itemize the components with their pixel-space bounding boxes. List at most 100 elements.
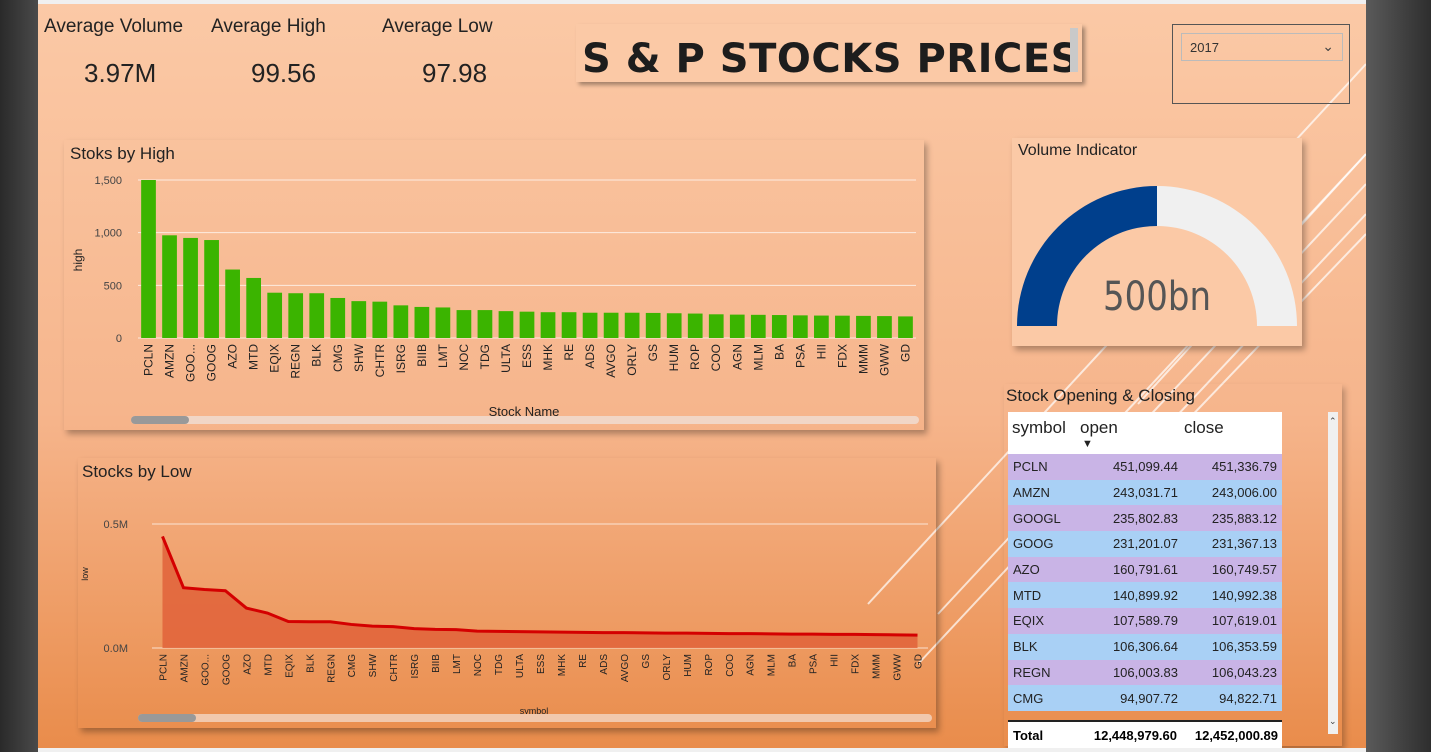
scroll-down-icon[interactable]: ⌄ [1329,716,1337,726]
year-dropdown-value: 2017 [1190,40,1219,55]
year-dropdown[interactable]: 2017 ⌄ [1181,33,1343,61]
cell-symbol: REGN [1008,659,1085,686]
low-xtick-label: ISRG [410,654,421,679]
col-header-close[interactable]: close [1184,418,1224,437]
kpi-avg-low-value: 97.98 [422,58,488,88]
low-xtick-label: GS [641,654,652,669]
high-bar [771,315,787,338]
table-row[interactable]: MTD 140,899.92 140,992.38 [1008,582,1282,609]
table-row[interactable]: EQIX 107,589.79 107,619.01 [1008,608,1282,634]
high-bar [246,277,262,338]
high-xtick-label: CHTR [373,344,387,378]
high-ytick-label: 1,500 [94,175,122,187]
cell-open: 106,306.64 [1084,633,1184,660]
cell-close: 106,353.59 [1183,633,1282,660]
high-bar [561,312,577,338]
high-xtick-label: PSA [793,344,807,368]
table-row[interactable]: AMZN 243,031.71 243,006.00 [1008,479,1282,506]
high-xtick-label: ESS [520,344,534,368]
high-xtick-label: BLK [310,344,324,367]
cell-symbol: MTD [1008,582,1085,609]
low-chart-scrollbar[interactable] [138,714,932,722]
low-area-fill [162,536,918,648]
low-xtick-label: MLM [767,654,778,676]
high-xtick-label: TDG [478,344,492,369]
high-xtick-label: BA [772,344,786,360]
high-xtick-label: LMT [436,343,450,368]
high-xtick-label: FDX [835,344,849,368]
cell-open: 94,907.72 [1084,685,1184,711]
table-row[interactable]: GOOG 231,201.07 231,367.13 [1008,531,1282,557]
chevron-down-icon[interactable]: ⌄ [1322,38,1334,54]
table-scrollbar[interactable]: ⌃ ⌄ [1328,412,1338,734]
cell-open: 235,802.83 [1084,505,1184,532]
high-chart-card: Stoks by High 1,500 1,000 500 0 high PCLN AMZN… [64,140,924,430]
table-row[interactable]: BLK 106,306.64 106,353.59 [1008,633,1282,660]
cell-symbol: BLK [1008,633,1085,660]
low-xtick-label: BLK [305,654,316,673]
high-chart-title: Stoks by High [70,144,175,163]
low-xtick-label: MMM [872,654,883,679]
cell-open: 451,099.44 [1084,454,1184,480]
high-xtick-label: GS [646,344,660,361]
low-chart-scroll-thumb[interactable] [138,714,196,722]
high-bar [877,316,892,338]
high-bar [582,312,598,338]
high-bar [162,235,177,338]
low-xtick-label: PSA [809,654,820,674]
table-row[interactable]: CMG 94,907.72 94,822.71 [1008,685,1282,711]
cell-close: 243,006.00 [1183,479,1282,506]
low-xtick-label: COO [725,654,736,677]
high-bar [351,301,367,338]
high-bar [183,237,198,338]
high-xtick-label: ISRG [394,344,408,373]
high-xtick-label: AGN [730,344,744,370]
stock-table: PCLN 451,099.44 451,336.79 AMZN 243,031.71 24… [1008,454,1282,711]
table-row[interactable]: REGN 106,003.83 106,043.23 [1008,659,1282,686]
high-bar [204,240,219,338]
high-bar [729,314,745,338]
gauge-value: 500bn [1102,274,1212,320]
low-xtick-label: ORLY [662,654,673,681]
low-xtick-label: GD [914,654,925,669]
high-bar [288,293,304,338]
report-title: S & P STOCKS PRICES [582,36,1080,82]
low-xtick-label: AVGO [620,654,631,682]
low-xtick-label: MTD [263,654,274,676]
high-bar [687,313,703,338]
high-bar [856,315,871,338]
table-row[interactable]: AZO 160,791.61 160,749.57 [1008,556,1282,583]
volume-indicator-title: Volume Indicator [1018,142,1138,159]
table-row[interactable]: PCLN 451,099.44 451,336.79 [1008,454,1282,480]
cell-open: 140,899.92 [1084,582,1184,609]
high-bar [498,311,514,338]
low-xtick-label: ADS [599,654,610,675]
high-chart-scroll-thumb[interactable] [131,416,189,424]
table-row[interactable]: GOOGL 235,802.83 235,883.12 [1008,505,1282,532]
high-bar [835,315,850,338]
high-xtick-label: SHW [352,343,366,372]
high-bar [435,307,451,338]
high-bar [708,314,724,338]
cell-symbol: CMG [1008,685,1085,711]
low-xtick-label: GWW [893,653,904,680]
low-xtick-label: HII [830,654,841,667]
high-xtick-label: AZO [226,344,240,369]
low-xtick-label: CHTR [389,654,400,682]
high-chart-scrollbar[interactable] [131,416,919,424]
high-xtick-label: AVGO [604,344,618,378]
high-xtick-label: GWW [877,343,891,376]
col-header-symbol[interactable]: symbol [1012,418,1066,437]
cell-close: 106,043.23 [1183,659,1282,686]
high-xtick-label: MHK [541,344,555,371]
low-xtick-label: HUM [683,654,694,677]
window-frame-right [1366,0,1431,752]
low-xtick-label: GOOG [221,654,232,685]
cell-open: 243,031.71 [1084,479,1184,506]
scroll-up-icon[interactable]: ⌃ [1329,416,1337,426]
high-bar [792,315,808,338]
col-header-open[interactable]: open [1080,418,1118,437]
high-xtick-label: ULTA [499,344,513,373]
high-xtick-label: EQIX [268,344,282,373]
high-xtick-label: BIIB [415,344,429,367]
